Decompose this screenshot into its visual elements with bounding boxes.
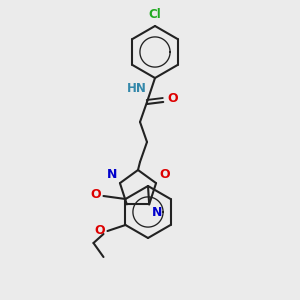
- Text: N: N: [106, 168, 117, 181]
- Text: Cl: Cl: [148, 8, 161, 21]
- Text: HN: HN: [127, 82, 147, 94]
- Text: O: O: [95, 224, 106, 238]
- Text: N: N: [152, 206, 163, 219]
- Text: O: O: [91, 188, 101, 202]
- Text: O: O: [167, 92, 178, 106]
- Text: O: O: [159, 168, 170, 181]
